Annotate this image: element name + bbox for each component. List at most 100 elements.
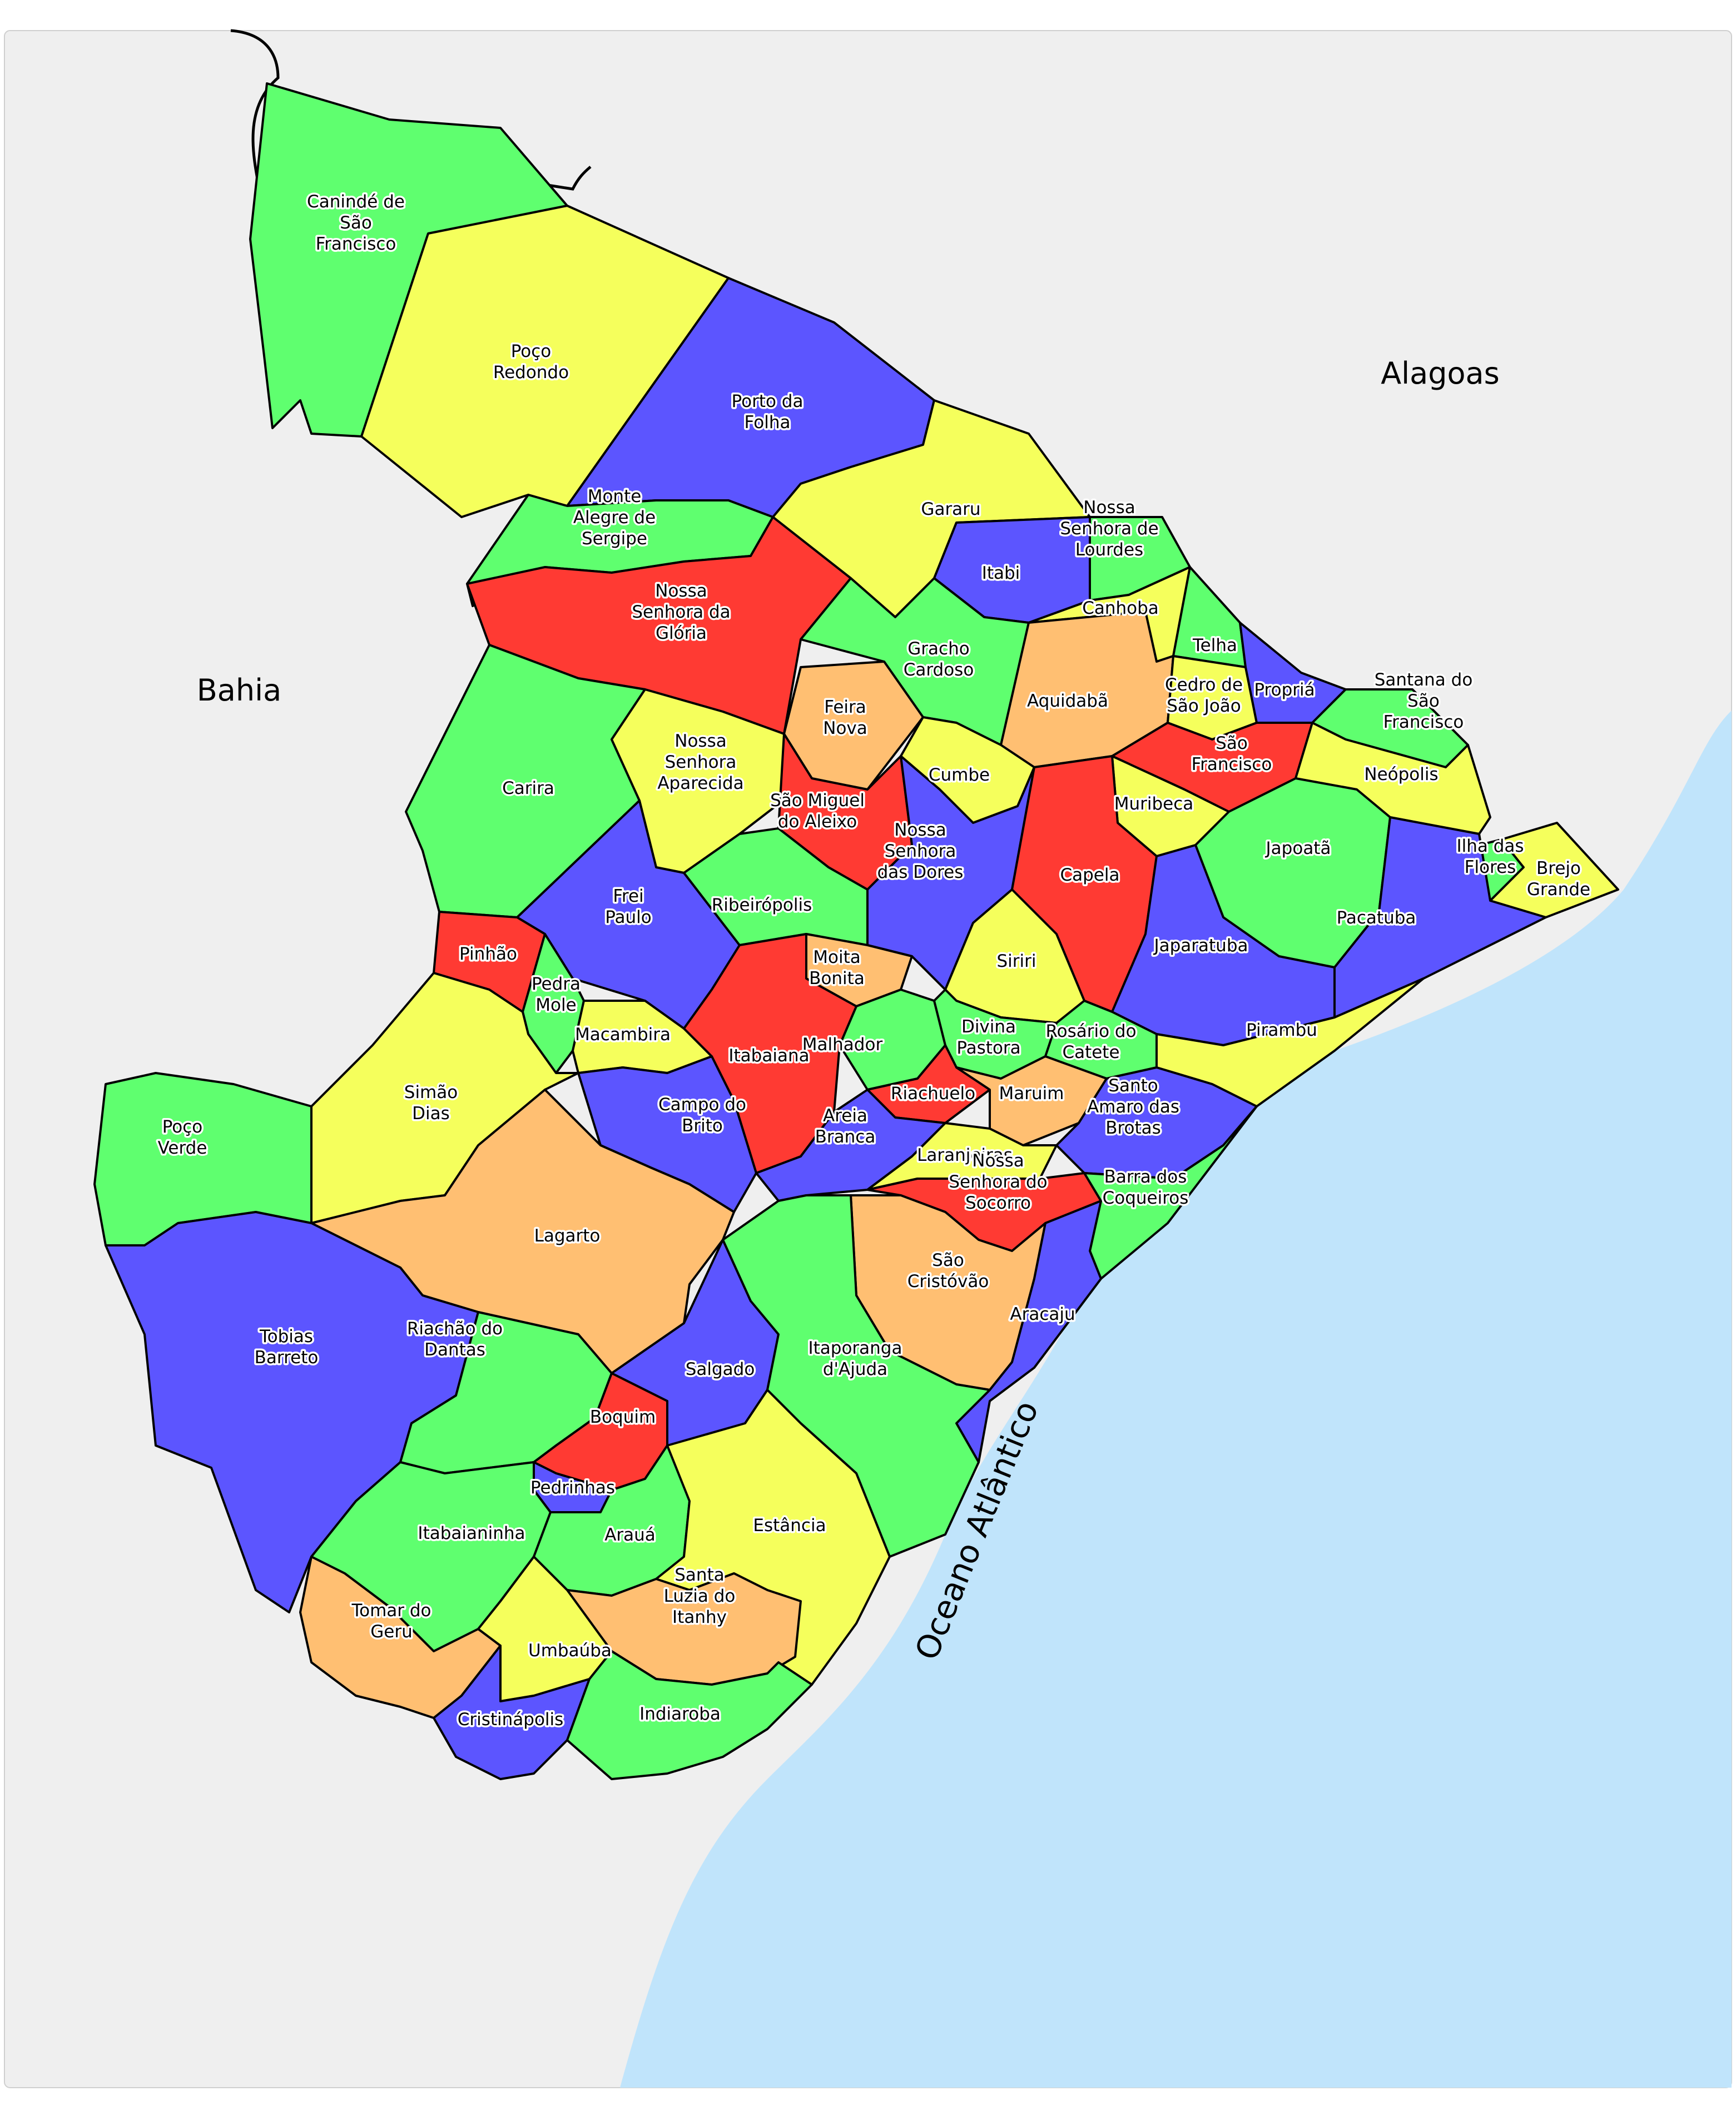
label-line: Salgado — [686, 1359, 755, 1379]
label-line: Branca — [815, 1127, 876, 1147]
label-line: Pedrinhas — [530, 1478, 615, 1498]
label-propria: Propriá — [1254, 680, 1315, 700]
label-line: Cumbe — [929, 765, 990, 785]
label-line: Itabi — [982, 563, 1020, 583]
label-line: Sergipe — [582, 529, 647, 549]
label-line: Estância — [753, 1516, 826, 1536]
label-line: Cristinápolis — [458, 1710, 564, 1730]
label-line: Aracaju — [1010, 1304, 1075, 1324]
label-ilha-flores: Ilha das Flores — [1456, 836, 1524, 877]
label-line: Geru — [370, 1622, 413, 1642]
label-itabaianinha: Itabaianinha — [418, 1523, 525, 1543]
label-umbauba: Umbaúba — [528, 1641, 612, 1661]
label-salgado: Salgado — [686, 1359, 755, 1379]
label-line: Pedra — [532, 974, 581, 994]
label-line: Umbaúba — [528, 1641, 612, 1661]
label-line: São — [340, 213, 372, 233]
label-line: Propriá — [1254, 680, 1315, 700]
label-line: Pinhão — [459, 944, 517, 964]
label-line: Riachão do — [407, 1319, 503, 1339]
label-line: Gracho — [907, 639, 969, 659]
label-line: Aquidabã — [1027, 691, 1108, 711]
muni-itaporanga — [722, 1194, 991, 1558]
label-line: Santa — [674, 1565, 724, 1585]
label-sao-cristovao: São Cristóvão — [907, 1250, 989, 1292]
label-line: Itabaiana — [728, 1046, 809, 1066]
label-line: Francisco — [316, 234, 396, 254]
label-line: Senhora do — [949, 1172, 1047, 1192]
label-line: Dias — [412, 1104, 450, 1124]
label-line: d'Ajuda — [823, 1359, 887, 1379]
label-line: Riachuelo — [891, 1084, 975, 1104]
label-lagarto: Lagarto — [534, 1226, 601, 1246]
label-line: Mole — [535, 995, 576, 1015]
label-line: Amaro das — [1087, 1097, 1179, 1117]
label-feira-nova: Feira Nova — [823, 697, 867, 738]
label-telha: Telha — [1192, 635, 1237, 655]
label-line: Canhoba — [1082, 598, 1159, 618]
label-sao-francisco: São Francisco — [1192, 733, 1272, 774]
ocean-area — [620, 711, 1732, 2088]
label-line: Indiaroba — [639, 1704, 721, 1724]
label-cumbe: Cumbe — [929, 765, 990, 785]
label-line: Dantas — [424, 1340, 485, 1360]
label-neopolis: Neópolis — [1364, 764, 1438, 784]
label-line: Ilha das — [1456, 836, 1524, 856]
label-line: Itaporanga — [808, 1338, 902, 1358]
label-canhoba: Canhoba — [1082, 598, 1159, 618]
label-indiaroba: Indiaroba — [639, 1704, 721, 1724]
label-itabi: Itabi — [982, 563, 1020, 583]
label-line: Malhador — [802, 1035, 883, 1055]
label-moita-bonita: Moita Bonita — [809, 947, 865, 989]
label-line: Moita — [813, 947, 860, 967]
label-araua: Arauá — [604, 1525, 656, 1545]
label-line: Nossa — [894, 820, 946, 840]
label-maruim: Maruim — [999, 1084, 1064, 1104]
label-line: Macambira — [575, 1025, 671, 1045]
label-pacatuba: Pacatuba — [1337, 908, 1416, 928]
label-nsra-gloria: Nossa Senhora da Glória — [632, 581, 730, 643]
label-simao-dias: Simão Dias — [404, 1082, 458, 1124]
label-line: Areia — [823, 1106, 867, 1126]
label-line: Grande — [1527, 880, 1590, 900]
label-line: Nossa — [972, 1151, 1024, 1171]
label-japoata: Japoatã — [1265, 838, 1331, 858]
label-tomar-geru: Tomar do Geru — [351, 1601, 431, 1642]
label-itabaiana: Itabaiana — [728, 1046, 809, 1066]
label-line: Folha — [745, 413, 791, 433]
label-aracaju: Aracaju — [1010, 1304, 1075, 1324]
label-line: Pastora — [956, 1038, 1020, 1058]
label-monte-alegre: Monte Alegre de Sergipe — [573, 486, 656, 549]
label-line: Santana do — [1375, 670, 1473, 690]
label-ribeiropolis: Ribeirópolis — [712, 895, 812, 915]
label-line: Brito — [682, 1116, 723, 1136]
label-line: Carira — [502, 778, 554, 798]
label-line: Socorro — [965, 1193, 1031, 1213]
label-pedra-mole: Pedra Mole — [532, 974, 581, 1015]
label-line: Simão — [404, 1082, 458, 1102]
label-line: Ribeirópolis — [712, 895, 812, 915]
label-pedrinhas: Pedrinhas — [530, 1478, 615, 1498]
label-line: Divina — [961, 1017, 1016, 1037]
label-line: Coqueiros — [1103, 1188, 1189, 1208]
label-line: Senhora — [885, 841, 956, 861]
label-macambira: Macambira — [575, 1025, 671, 1045]
label-estancia: Estância — [753, 1516, 826, 1536]
label-line: Glória — [656, 623, 707, 643]
label-line: Bonita — [809, 968, 865, 989]
label-line: Poço — [162, 1117, 203, 1137]
label-areia-branca: Areia Branca — [815, 1106, 876, 1147]
label-line: Rosário do — [1045, 1021, 1136, 1041]
label-line: São João — [1167, 696, 1241, 716]
label-line: Frei — [613, 886, 643, 906]
label-line: Barra dos — [1104, 1167, 1187, 1187]
label-nsra-socorro: Nossa Senhora do Socorro — [949, 1151, 1047, 1213]
label-line: Monte — [588, 486, 642, 506]
label-nsra-lourdes: Nossa Senhora de Lourdes — [1060, 498, 1158, 560]
label-line: Itanhy — [672, 1607, 727, 1627]
label-cristinapolis: Cristinápolis — [458, 1710, 564, 1730]
label-line: Tomar do — [351, 1601, 431, 1621]
label-tobias-barreto: Tobias Barreto — [255, 1327, 319, 1368]
label-line: Boquim — [590, 1407, 656, 1427]
muni-indiaroba — [566, 1650, 813, 1780]
